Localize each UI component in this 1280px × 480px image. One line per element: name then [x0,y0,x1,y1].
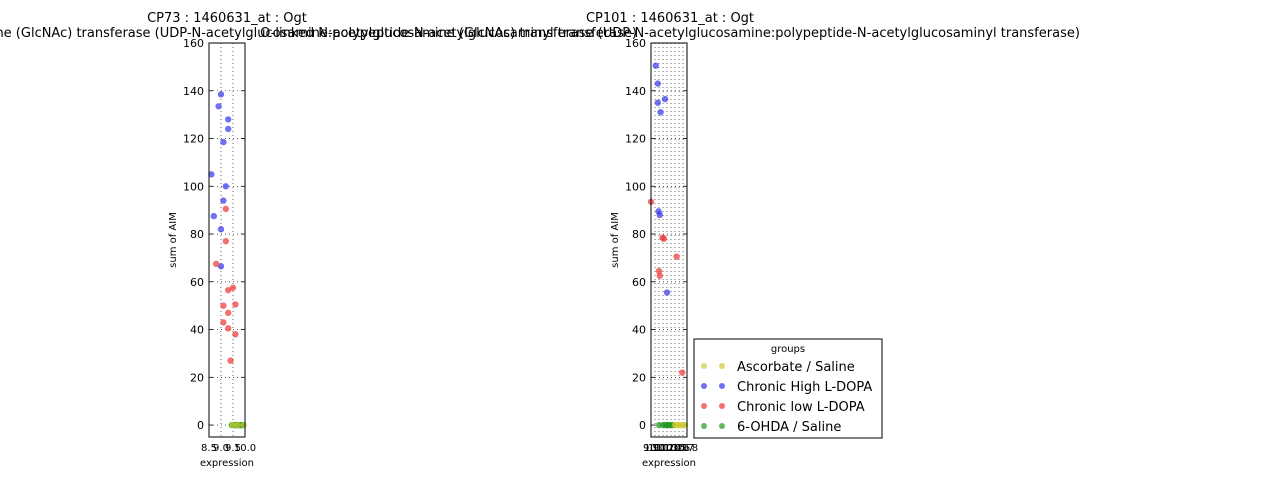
legend-entry-label: 6-OHDA / Saline [737,420,841,435]
chart1-data-point [220,302,227,309]
chart1-data-point [208,171,215,178]
legend-marker [701,403,707,409]
chart2-y-tick-label: 140 [625,85,646,98]
chart1-data-point [217,91,225,98]
chart1-data-point [229,284,237,291]
chart1-y-tick-label: 60 [190,276,204,289]
chart2-title: CP101 : 1460631_at : Ogt [586,11,754,26]
chart1-y-axis-label: sum of AIM [168,212,179,268]
chart1-data-point [222,183,229,190]
chart2-x-tick-label: 10.2 [652,443,674,454]
chart1-data-point [222,205,229,213]
chart2-subtitle: O-linked N-acetylglucosamine (GlcNAc) tr… [260,26,1080,41]
chart1-subtitle: O-linked N-acetylglucosamine (GlcNAc) tr… [0,26,637,41]
chart2-x-tick-label: 10.6 [668,443,690,454]
chart1-title: CP73 : 1460631_at : Ogt [147,11,307,26]
chart2-x-tick-label: 10.5 [664,443,686,454]
chart2-x-tick-label: 10.7 [672,443,694,454]
chart1-y-tick-label: 160 [183,37,204,50]
chart1-data-point [225,309,232,317]
chart2-y-tick-label: 40 [632,324,646,337]
chart2-panel: 9.910.010.110.210.310.410.510.610.710.8 0… [610,37,698,469]
chart1-panel: 8.59.09.510.0 0 20 40 60 80 100 120 140 160 expres… [168,37,256,469]
legend-marker [719,403,725,409]
legend-marker [719,423,725,429]
chart2-x-tick-label: 10.1 [648,443,670,454]
chart1-data-point [225,286,232,294]
chart1-data-point [225,125,232,133]
chart1-x-tick-label: 9.5 [225,443,241,454]
legend-entries: Ascorbate / Saline Chronic High L-DOPA Chr… [701,360,872,435]
chart1-data-point [234,421,241,429]
legend-marker [701,363,707,369]
chart1-data-point [210,212,217,220]
chart2-y-tick-label: 0 [639,419,646,432]
chart1-data-point [227,357,234,364]
legend-marker [701,383,707,389]
chart1-data-point [240,421,247,429]
chart2-y-tick-label: 100 [625,180,646,193]
chart2-y-axis-label: sum of AIM [610,212,621,268]
chart2-frame [650,42,688,438]
chart2-data-point [652,62,659,69]
chart2-x-tick-label: 9.9 [643,443,659,454]
chart1-x-tick-label: 10.0 [234,443,256,454]
chart1-data-point [215,103,222,110]
chart1-data-point [220,138,227,146]
chart1-x-tick-label: 8.5 [201,443,217,454]
legend-marker [719,363,725,369]
chart1-data-point [232,331,239,338]
chart2-x-tick-label: 10.8 [676,443,698,454]
chart1-data-point [220,319,227,326]
chart1-data-point [222,237,229,245]
chart1-x-axis-label: expression [200,458,254,469]
legend-entry-label: Chronic High L-DOPA [737,380,872,395]
chart1-y-tick-label: 0 [197,419,204,432]
chart2-data-point [655,267,663,275]
chart1-data-point [217,263,225,270]
chart2-y-tick-label: 120 [625,133,646,146]
legend-entry-label: Chronic low L-DOPA [737,400,865,415]
legend-entry-label: Ascorbate / Saline [737,360,855,375]
chart1-y-tick-label: 80 [190,228,204,241]
chart2-data-point [673,253,680,260]
chart2-x-axis-label: expression [642,458,696,469]
chart2-data-point [679,369,686,376]
chart1-data-point [232,301,239,308]
chart2-y-tick-label: 20 [632,371,646,384]
chart2-data-point [657,109,664,116]
chart2-data-point [663,289,671,296]
chart2-data-point [660,235,667,243]
chart1-y-tick-label: 100 [183,180,204,193]
chart1-y-tick-label: 120 [183,133,204,146]
chart1-data-point [217,226,225,233]
chart1-y-tick-label: 140 [183,85,204,98]
chart2-y-tick-label: 80 [632,228,646,241]
chart2-data-point [656,211,663,219]
chart2-data-point [661,95,669,103]
chart1-data-point [225,325,232,332]
chart2-y-tick-label: 160 [625,37,646,50]
chart1-y-tick-label: 40 [190,324,204,337]
chart1-y-tick-label: 20 [190,371,204,384]
chart1-data-point [229,421,237,429]
chart2-data-point [654,80,661,87]
chart2-x-tick-label: 10.4 [660,443,682,454]
legend-box [693,338,883,439]
legend-marker [701,423,707,429]
legend-marker [719,383,725,389]
chart2-x-tick-label: 10.0 [644,443,666,454]
chart2-data-point [656,272,663,280]
legend: groups Ascorbate / Saline Chronic High L-… [693,338,883,439]
chart1-x-tick-label: 9.0 [213,443,229,454]
chart2-y-tick-label: 60 [632,276,646,289]
chart2-data-point [654,99,661,106]
chart1-data-point [220,197,227,204]
chart1-data-point [225,116,232,123]
chart2-x-tick-label: 10.3 [656,443,678,454]
chart1-data-point [213,260,220,268]
legend-title: groups [771,344,805,355]
chart1-frame [208,42,246,438]
